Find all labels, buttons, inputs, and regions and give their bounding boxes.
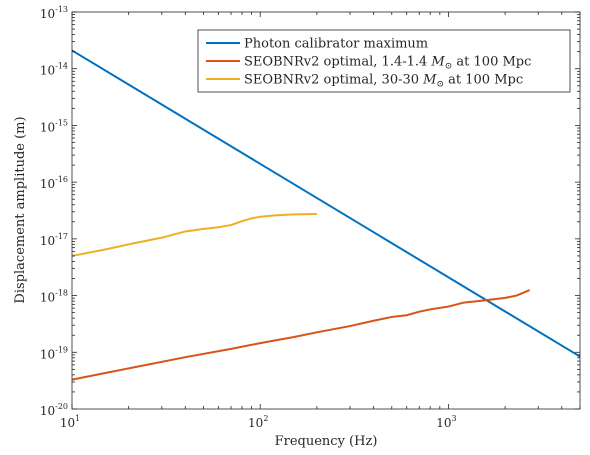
legend-entry-3: SEOBNRv2 optimal, 30-30 M⊙ at 100 Mpc [244,73,523,90]
x-axis-label: Frequency (Hz) [275,434,378,449]
x-tick-label: 101 [60,414,80,430]
tick-label-layer: 101 102 103 10-20 10-19 10-18 10-17 10-16 10-15 1… [40,5,457,430]
legend-box [197,29,571,93]
x-tick-label: 103 [436,414,456,430]
series-layer [71,49,581,381]
series-line-1 [71,49,581,358]
x-tick-label: 102 [248,414,268,430]
y-tick-label: 10-17 [40,232,68,248]
y-tick-label: 10-19 [40,345,68,361]
series-line-3 [71,212,317,257]
legend-entry-1: Photon calibrator maximum [244,37,428,52]
y-tick-label: 10-16 [40,175,68,191]
plot-frame [71,11,581,410]
y-axis-label: Displacement amplitude (m) [13,116,28,303]
legend: Photon calibrator maximum SEOBNRv2 optima… [197,29,571,93]
y-tick-label: 10-18 [40,289,68,305]
legend-entry-2: SEOBNRv2 optimal, 1.4-1.4 M⊙ at 100 Mpc [244,55,531,72]
y-tick-label: 10-15 [40,118,68,134]
y-tick-label: 10-20 [40,402,68,418]
tick-layer [71,11,581,410]
series-line-2 [71,289,531,381]
y-tick-label: 10-13 [40,5,68,21]
y-tick-label: 10-14 [40,62,68,78]
